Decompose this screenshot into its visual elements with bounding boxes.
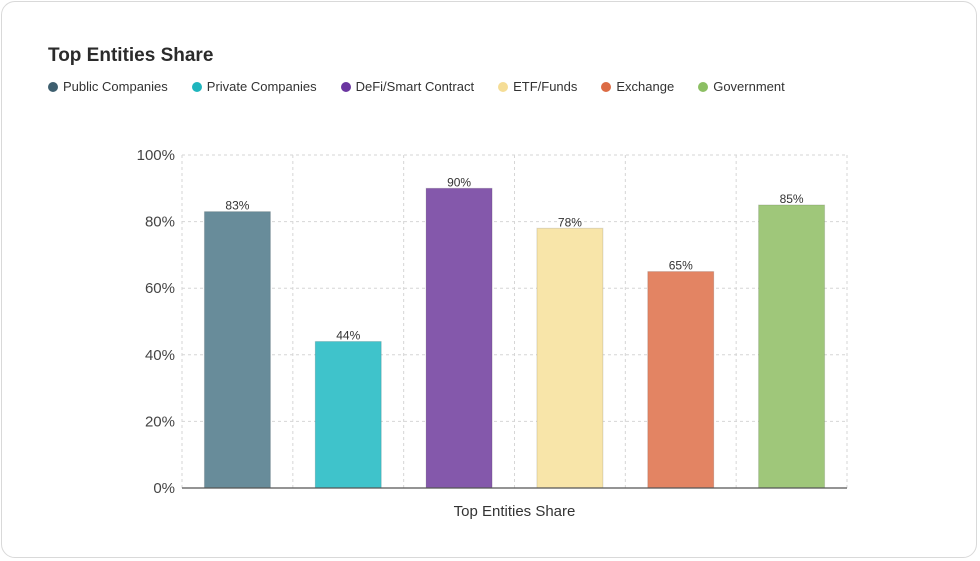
y-tick-label: 40%	[145, 347, 175, 364]
data-label: 44%	[336, 328, 360, 342]
x-axis-title: Top Entities Share	[454, 503, 576, 520]
data-label: 85%	[780, 192, 804, 206]
legend-item-private-companies[interactable]: Private Companies	[191, 79, 317, 95]
legend-item-etf-funds[interactable]: ETF/Funds	[498, 79, 577, 95]
label-layer: 0% 20% 40% 60% 80% 100% 83% 44% 90% 78% 65% 85%	[137, 147, 804, 497]
legend-dot-defi-smart-contract	[340, 82, 351, 92]
y-tick-label: 100%	[137, 147, 175, 164]
y-tick-label: 0%	[153, 480, 175, 497]
legend-item-public-companies[interactable]: Public Companies	[48, 79, 168, 95]
legend-dot-etf-funds	[498, 82, 509, 92]
legend-dot-government	[698, 82, 709, 92]
legend-dot-public-companies	[48, 82, 58, 92]
bar-exchange[interactable]	[647, 271, 715, 489]
data-label: 78%	[558, 215, 582, 229]
grid-layer	[181, 154, 848, 488]
chart-title: Top Entities Share	[48, 45, 214, 66]
legend-item-exchange[interactable]: Exchange	[601, 79, 674, 95]
data-label: 65%	[669, 259, 693, 273]
y-tick-label: 60%	[145, 280, 175, 297]
chart-legend: Public Companies Private Companies DeFi/…	[48, 79, 809, 95]
legend-label-exchange: Exchange	[616, 79, 675, 94]
legend-label-private-companies: Private Companies	[206, 79, 317, 94]
legend-dot-private-companies	[191, 82, 202, 92]
bar-private-companies[interactable]	[314, 340, 382, 489]
bar-government[interactable]	[758, 204, 826, 489]
legend-label-government: Government	[713, 79, 785, 94]
legend-label-defi-smart-contract: DeFi/Smart Contract	[355, 79, 475, 94]
bar-etf-funds[interactable]	[536, 227, 604, 489]
bar-defi-smart-contract[interactable]	[425, 187, 493, 489]
data-label: 90%	[447, 175, 471, 189]
y-tick-label: 20%	[145, 413, 175, 430]
bar-public-companies[interactable]	[203, 211, 271, 489]
legend-item-defi-smart-contract[interactable]: DeFi/Smart Contract	[340, 79, 475, 95]
legend-label-public-companies: Public Companies	[63, 79, 168, 94]
legend-dot-exchange	[601, 82, 612, 92]
y-tick-label: 80%	[145, 214, 175, 231]
data-label: 83%	[225, 199, 249, 213]
legend-item-government[interactable]: Government	[698, 79, 785, 95]
legend-label-etf-funds: ETF/Funds	[513, 79, 578, 94]
bar-layer	[203, 187, 826, 489]
